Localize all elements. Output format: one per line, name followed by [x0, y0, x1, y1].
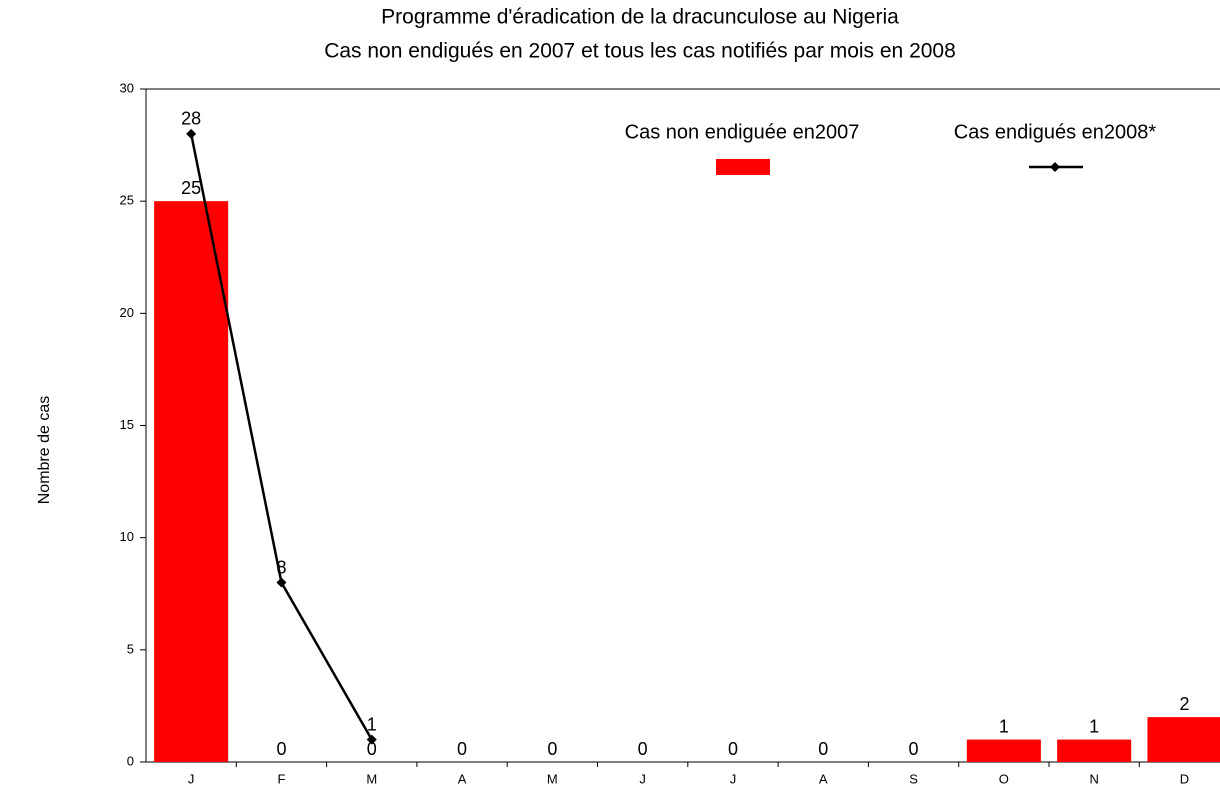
- x-tick-label: O: [999, 771, 1009, 786]
- bar-value-label: 25: [181, 178, 201, 198]
- y-tick-label: 5: [127, 641, 134, 656]
- x-tick-label: J: [188, 771, 195, 786]
- y-tick-label: 0: [127, 753, 134, 768]
- x-tick-label: J: [730, 771, 737, 786]
- bar-value-label: 0: [457, 739, 467, 759]
- chart-subtitle: Cas non endigués en 2007 et tous les cas…: [324, 40, 956, 63]
- bar-value-label: 0: [367, 739, 377, 759]
- bar: [1057, 739, 1132, 762]
- bar: [1147, 717, 1220, 762]
- x-tick-label: M: [547, 771, 558, 786]
- x-tick-label: A: [819, 771, 828, 786]
- line-value-label: 1: [367, 714, 377, 734]
- bar-value-label: 0: [276, 739, 286, 759]
- y-tick-label: 15: [120, 417, 134, 432]
- y-tick-label: 25: [120, 193, 134, 208]
- y-tick-label: 30: [120, 80, 134, 95]
- x-tick-label: N: [1089, 771, 1098, 786]
- line-value-label: 8: [276, 557, 286, 577]
- bar-value-label: 0: [909, 739, 919, 759]
- legend-label: Cas non endiguée en2007: [625, 121, 860, 143]
- line-marker: [276, 577, 287, 588]
- y-axis-label: Nombre de cas: [36, 396, 53, 505]
- line-marker: [186, 128, 197, 139]
- legend-label: Cas endigués en2008*: [954, 121, 1157, 143]
- chart-title: Programme d'éradication de la dracunculo…: [381, 6, 899, 29]
- x-tick-label: D: [1180, 771, 1189, 786]
- bar-value-label: 2: [1179, 694, 1189, 714]
- y-tick-label: 20: [120, 305, 134, 320]
- x-tick-label: F: [277, 771, 285, 786]
- line-marker: [366, 734, 377, 745]
- x-tick-label: S: [909, 771, 918, 786]
- bar-value-label: 0: [638, 739, 648, 759]
- bar: [154, 201, 229, 762]
- bar-value-label: 0: [728, 739, 738, 759]
- bar-value-label: 1: [1089, 716, 1099, 736]
- line-value-label: 28: [181, 109, 201, 129]
- bar-value-label: 1: [999, 716, 1009, 736]
- x-tick-label: A: [458, 771, 467, 786]
- legend-marker: [1050, 162, 1060, 172]
- bar: [966, 739, 1041, 762]
- x-tick-label: M: [366, 771, 377, 786]
- bar-value-label: 0: [818, 739, 828, 759]
- legend-swatch: [716, 159, 770, 175]
- bar-value-label: 0: [547, 739, 557, 759]
- x-tick-label: J: [639, 771, 646, 786]
- y-tick-label: 10: [120, 529, 134, 544]
